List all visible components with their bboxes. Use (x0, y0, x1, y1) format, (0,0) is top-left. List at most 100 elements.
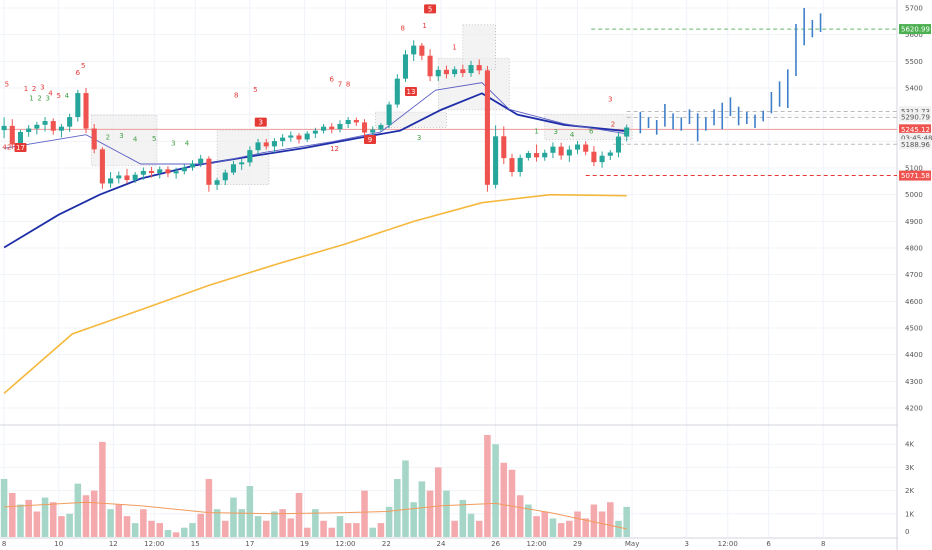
volume-bar (508, 469, 516, 537)
time-tick-label: 12 (109, 540, 118, 548)
volume-bar (74, 483, 82, 537)
candle-up (214, 180, 220, 185)
volume-bar (221, 520, 229, 537)
td-count: 7 (338, 81, 342, 89)
price-tag (899, 24, 931, 35)
volume-bar (49, 502, 57, 537)
volume-bar (582, 518, 589, 537)
moving-averages (3, 82, 627, 394)
candle-up (452, 69, 458, 75)
volume-bar (418, 481, 426, 537)
td-count: 1 (29, 95, 33, 103)
time-tick-label: 12:00 (335, 540, 355, 548)
candle-up (247, 150, 253, 163)
candle-up (181, 167, 187, 172)
price-axis-bg (898, 0, 932, 550)
ma20-line (4, 82, 627, 165)
volume-bar (156, 523, 164, 537)
price-tick-label: 4700 (905, 271, 923, 279)
candle-up (599, 155, 605, 163)
volume-bar (549, 518, 557, 537)
candle-down (583, 144, 589, 152)
ma200-line (3, 193, 627, 394)
volume-bar (451, 520, 458, 537)
td-count: 6 (330, 75, 335, 83)
volume-bar (443, 490, 450, 537)
volume-bar (287, 518, 295, 537)
td-badge-text: 3 (259, 119, 263, 127)
volume-tick-label: 1K (905, 510, 914, 518)
td-count: 42 (2, 143, 11, 151)
candle-up (304, 133, 310, 140)
candle-up (239, 162, 245, 165)
candle-up (550, 146, 556, 153)
volume-bar (271, 511, 278, 537)
candle-up (173, 171, 179, 174)
candle-up (42, 121, 48, 125)
candle-down (501, 136, 507, 159)
volume-bar (25, 499, 32, 537)
volume-bar (33, 511, 41, 537)
price-tag (899, 124, 931, 135)
candle-down (329, 126, 335, 130)
td-badge (14, 143, 27, 152)
volume-bar (99, 441, 106, 537)
td-count: 4 (570, 131, 575, 139)
volume-bar (557, 523, 565, 537)
candle-up (321, 126, 327, 131)
candle-up (402, 54, 409, 79)
td-badge (254, 117, 267, 127)
volume-bar (434, 467, 442, 537)
td-count: 4 (65, 92, 70, 100)
candle-down (460, 69, 466, 74)
td-count: 3 (171, 139, 175, 147)
volume-bar (541, 511, 549, 537)
price-tick-label: 5000 (905, 191, 923, 199)
volume-bar (115, 504, 123, 537)
candle-up (517, 157, 523, 172)
time-tick-label: 15 (191, 540, 200, 548)
volume-bar (262, 520, 270, 537)
td-count: 5 (56, 92, 60, 100)
candle-down (50, 121, 56, 131)
price-tag-text: 5245.12 (901, 126, 930, 134)
volume-bar (410, 502, 417, 537)
volume-bar (361, 490, 368, 537)
time-tick-label: 6 (766, 540, 771, 548)
candle-up (312, 130, 318, 134)
volume-bar (246, 485, 254, 537)
td-count: 5 (81, 62, 85, 70)
volume-bar (328, 527, 336, 537)
candle-up (255, 142, 261, 151)
candle-down (476, 65, 482, 71)
volume-bar (230, 497, 237, 537)
volume-bar (164, 530, 172, 537)
td-count: 3 (40, 83, 44, 91)
time-tick-label: 12:00 (526, 540, 546, 548)
td-badge (424, 4, 437, 14)
price-tick-label: 4600 (905, 298, 923, 306)
candle-up (67, 117, 73, 127)
td-count: 2 (32, 85, 36, 93)
candle-down (509, 158, 515, 172)
time-tick-label: 12:00 (718, 540, 738, 548)
price-tag-text: 5290.79 (901, 114, 930, 122)
volume-bar (590, 504, 598, 537)
candle-down (443, 69, 449, 75)
candle-up (34, 124, 40, 129)
candle-down (149, 170, 155, 174)
candle-up (280, 137, 286, 142)
td-count: 8 (346, 81, 350, 89)
td-count: 3 (553, 128, 557, 136)
volume-bar (344, 523, 352, 537)
volume-bar (148, 520, 155, 537)
candle-up (624, 127, 630, 137)
candle-up (574, 144, 581, 150)
ma50-line (3, 92, 627, 249)
candle-up (157, 169, 163, 174)
candle-down (427, 55, 433, 77)
candle-up (198, 158, 204, 164)
price-tag (899, 106, 931, 117)
